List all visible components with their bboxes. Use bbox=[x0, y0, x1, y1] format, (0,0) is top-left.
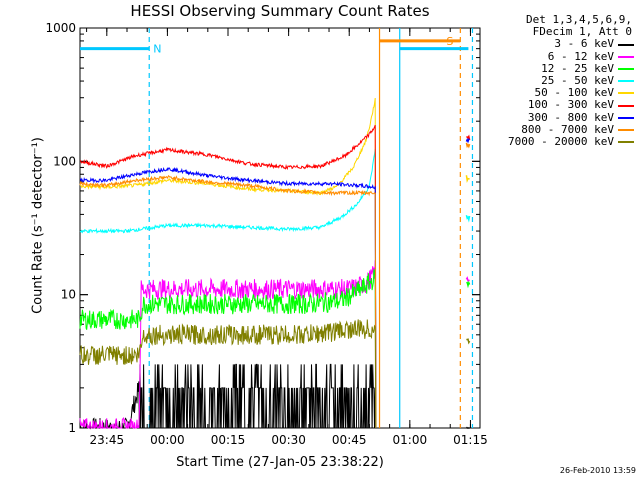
legend-item: 25 - 50 keV bbox=[484, 74, 636, 88]
x-tick-label: 00:00 bbox=[150, 433, 185, 447]
series-line-after-gap bbox=[465, 137, 470, 144]
legend-item: 6 - 12 keV bbox=[484, 49, 636, 63]
x-tick-label: 23:45 bbox=[90, 433, 125, 447]
series-line-after-gap bbox=[465, 426, 470, 429]
x-tick-label: 01:15 bbox=[453, 433, 488, 447]
legend-swatch bbox=[618, 55, 634, 58]
x-tick-label: 00:30 bbox=[271, 433, 306, 447]
series-line-after-gap bbox=[465, 215, 471, 223]
legend-swatch bbox=[618, 80, 634, 83]
y-tick-label: 10 bbox=[61, 288, 76, 302]
legend: Det 1,3,4,5,6,9, FDecim 1, Att 0 3 - 6 k… bbox=[484, 13, 636, 149]
flag-label: S bbox=[446, 35, 453, 48]
legend-label: 100 - 300 keV bbox=[527, 98, 614, 112]
legend-swatch bbox=[618, 43, 634, 46]
legend-item: 3 - 6 keV bbox=[484, 38, 636, 50]
y-axis-label: Count Rate (s⁻¹ detector⁻¹) bbox=[30, 137, 46, 314]
x-tick-label: 01:00 bbox=[393, 433, 428, 447]
chart-title: HESSI Observing Summary Count Rates bbox=[130, 2, 430, 20]
legend-header-line-2: FDecim 1, Att 0 bbox=[532, 25, 632, 39]
y-tick-label: 1 bbox=[68, 421, 76, 435]
legend-label: 800 - 7000 keV bbox=[521, 122, 614, 136]
timestamp-footer: 26-Feb-2010 13:59 bbox=[559, 466, 636, 475]
legend-item: 50 - 100 keV bbox=[484, 87, 636, 99]
legend-item: 300 - 800 keV bbox=[484, 110, 636, 124]
legend-label: 50 - 100 keV bbox=[534, 86, 614, 100]
legend-swatch bbox=[618, 116, 634, 119]
series-line bbox=[79, 97, 377, 429]
legend-label: 6 - 12 keV bbox=[547, 49, 614, 63]
legend-label: 12 - 25 keV bbox=[541, 61, 614, 75]
series-line bbox=[80, 124, 377, 429]
series-line bbox=[79, 319, 377, 429]
legend-item: 800 - 7000 keV bbox=[484, 122, 636, 136]
x-tick-label: 00:45 bbox=[332, 433, 367, 447]
legend-swatch bbox=[618, 67, 634, 70]
legend-label: 25 - 50 keV bbox=[541, 74, 614, 88]
series-line-after-gap bbox=[466, 280, 471, 289]
y-tick-label: 100 bbox=[53, 154, 76, 168]
legend-swatch bbox=[618, 141, 634, 144]
series-line-after-gap bbox=[466, 134, 471, 141]
series-line bbox=[80, 166, 377, 429]
series-line-after-gap bbox=[465, 276, 470, 282]
legend-item: 12 - 25 keV bbox=[484, 61, 636, 75]
legend-item: 7000 - 20000 keV bbox=[484, 135, 636, 149]
x-tick-label: 00:15 bbox=[211, 433, 246, 447]
legend-label: 3 - 6 keV bbox=[554, 37, 614, 51]
legend-header-line-1: Det 1,3,4,5,6,9, bbox=[526, 13, 632, 26]
series-line-after-gap bbox=[465, 142, 471, 149]
legend-swatch bbox=[618, 128, 634, 131]
y-tick-label: 1000 bbox=[45, 21, 76, 35]
legend-swatch bbox=[618, 92, 634, 95]
legend-label: 7000 - 20000 keV bbox=[508, 135, 614, 149]
series-line bbox=[79, 148, 377, 429]
series-line bbox=[79, 363, 377, 430]
series-line-after-gap bbox=[465, 175, 470, 184]
legend-swatch bbox=[618, 104, 634, 107]
series-line bbox=[79, 175, 377, 429]
series-line bbox=[79, 269, 377, 429]
legend-item: 100 - 300 keV bbox=[484, 99, 636, 111]
flag-label: N bbox=[153, 43, 161, 56]
series-line-after-gap bbox=[466, 338, 471, 345]
series-line bbox=[79, 260, 377, 429]
x-axis-label: Start Time (27-Jan-05 23:38:22) bbox=[176, 455, 384, 470]
legend-label: 300 - 800 keV bbox=[527, 110, 614, 124]
